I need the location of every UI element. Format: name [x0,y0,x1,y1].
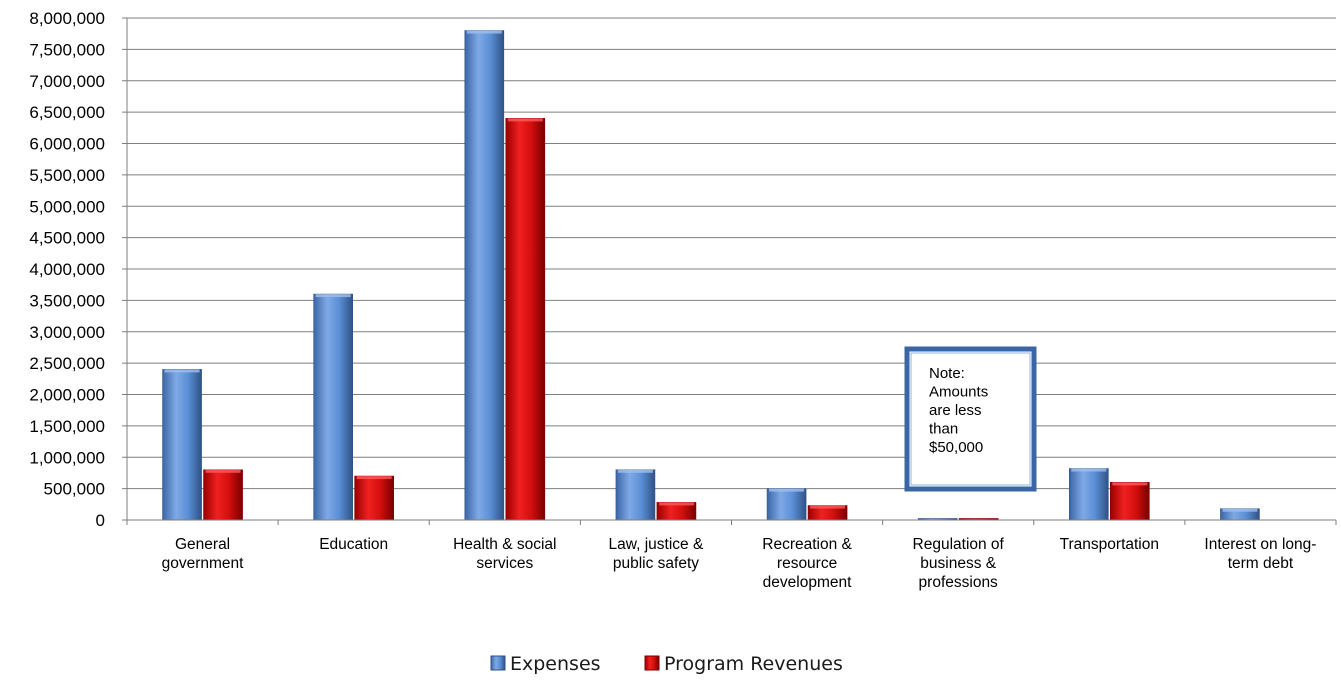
legend-label: Expenses [510,653,601,675]
bar-top-highlight [658,502,694,506]
bar-program-revenues [505,118,546,521]
bar-expenses [162,369,202,521]
bar-expenses [615,469,656,521]
bar-top-highlight [356,476,392,480]
y-tick-label: 3,000,000 [29,323,105,342]
bar-top-highlight [1112,482,1148,486]
y-tick-label: 1,000,000 [29,448,105,467]
bar-top-highlight [769,488,805,492]
legend: Expenses Program Revenues [490,653,843,675]
legend-swatch-expenses [490,655,506,671]
category-labels: General government Education Health & socia… [162,536,1317,591]
y-tick-label: 0 [96,511,105,530]
bars [162,30,1260,521]
bar-top-highlight [1071,468,1107,472]
x-category-label: Regulation of business & professions [913,536,1005,591]
bar-top-highlight [466,30,502,34]
x-category-label: Health & social services [453,536,556,572]
x-category-label: Transportation [1060,536,1159,553]
y-tick-label: 500,000 [44,480,105,499]
bar-top-highlight [1222,508,1258,512]
bar-expenses [1069,468,1109,521]
bar-top-highlight [164,369,200,373]
y-tick-label: 2,000,000 [29,386,105,405]
y-tick-label: 7,000,000 [29,72,105,91]
y-tick-label: 4,000,000 [29,260,105,279]
note-box-inner [910,352,1031,486]
x-category-label: Education [319,536,388,553]
bar-top-highlight [810,505,846,509]
note-text: Note: Amounts are less than $50,000 [929,365,988,456]
y-tick-label: 5,000,000 [29,197,105,216]
y-tick-label: 6,000,000 [29,135,105,154]
y-axis-ticks: 0 500,000 1,000,000 1,500,000 2,000,000 2,500… [29,9,128,530]
y-tick-label: 2,500,000 [29,354,105,373]
x-category-label: Interest on long-term debt [1204,536,1316,572]
bar-expenses [464,30,505,521]
x-category-label: General government [162,536,245,572]
bar-top-highlight [507,118,543,122]
note-annotation: Note: Amounts are less than $50,000 [904,346,1037,492]
note-box [904,346,1037,492]
y-tick-label: 7,500,000 [29,40,105,59]
bar-top-highlight [315,294,351,298]
gridlines [127,17,1336,521]
bar-program-revenues [354,475,394,521]
bar-expenses [313,293,353,521]
bar-top-highlight [617,469,653,473]
y-tick-label: 4,500,000 [29,229,105,248]
legend-swatch-program-revenues [644,655,660,671]
bar-program-revenues [1110,482,1150,521]
y-tick-label: 5,500,000 [29,166,105,185]
bar-top-highlight [205,469,241,473]
y-tick-label: 6,500,000 [29,103,105,122]
y-tick-label: 3,500,000 [29,291,105,310]
x-category-label: Law, justice & public safety [609,536,704,572]
x-axis [126,519,1337,525]
bar-program-revenues [203,469,243,521]
y-tick-label: 1,500,000 [29,417,105,436]
y-tick-label: 8,000,000 [29,9,105,28]
legend-label: Program Revenues [664,653,843,675]
x-category-label: Recreation & resource development [762,536,852,591]
bar-expenses [766,488,807,521]
